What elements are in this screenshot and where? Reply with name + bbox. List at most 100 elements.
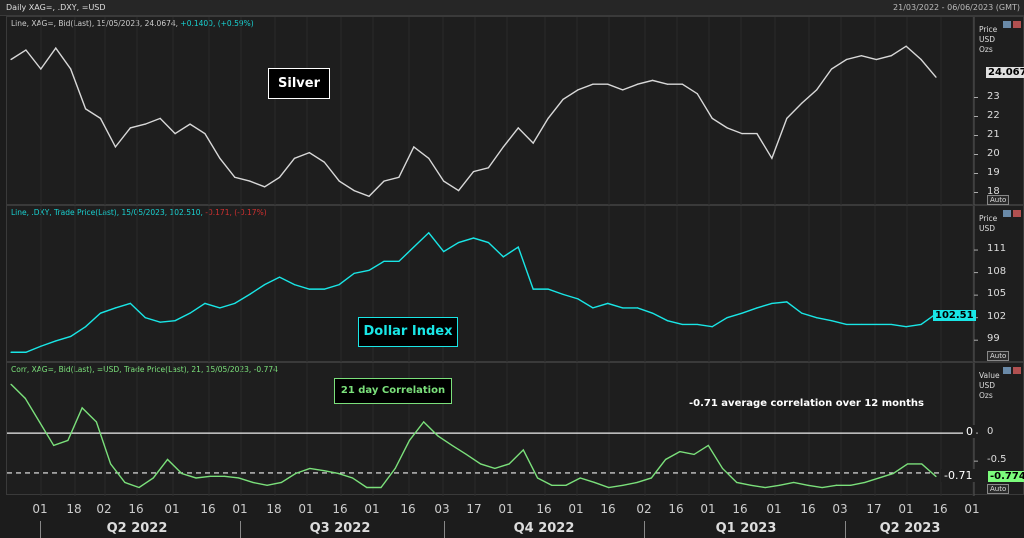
data-point	[353, 190, 355, 192]
quarter-separator	[40, 521, 41, 538]
auto-scale-button[interactable]: Auto	[987, 351, 1010, 361]
data-point	[129, 127, 131, 129]
quarter-separator	[845, 521, 846, 538]
correlation-pane: Corr, XAG=, Bid(Last), =USD, Trade Price…	[6, 362, 1024, 496]
zero-line-label: 0	[963, 425, 976, 438]
data-point	[547, 288, 549, 290]
data-point	[129, 302, 131, 304]
x-tick-label: 03	[832, 502, 848, 516]
data-point	[10, 383, 12, 385]
data-point	[764, 486, 766, 489]
data-point	[711, 117, 713, 119]
data-point	[152, 477, 154, 479]
data-point	[487, 167, 490, 169]
data-point	[906, 463, 909, 465]
data-point	[95, 421, 97, 423]
data-point	[25, 49, 27, 51]
close-icon[interactable]	[1013, 21, 1021, 28]
silver-pane: Line, XAG=, Bid(Last), 15/05/2023, 24.06…	[6, 16, 1024, 206]
minimize-icon[interactable]	[1003, 210, 1011, 217]
x-tick-label: 16	[600, 502, 616, 516]
auto-scale-button[interactable]: Auto	[987, 195, 1010, 205]
data-point	[622, 89, 624, 91]
minimize-icon[interactable]	[1003, 367, 1011, 374]
data-point	[707, 444, 709, 447]
correlation-chart	[7, 363, 978, 496]
data-point	[398, 176, 400, 178]
x-tick-label: 01	[964, 502, 980, 516]
close-icon[interactable]	[1013, 210, 1021, 217]
quarter-separator	[444, 521, 445, 538]
data-point	[40, 68, 42, 70]
data-point	[816, 89, 818, 91]
data-point	[532, 288, 534, 290]
data-point	[308, 288, 310, 290]
data-point	[878, 477, 880, 479]
data-point	[577, 89, 579, 91]
data-point	[293, 284, 296, 286]
data-point	[850, 484, 852, 486]
x-tick-label: 01	[364, 502, 380, 516]
corr-legend: Corr, XAG=, Bid(Last), =USD, Trade Price…	[11, 365, 278, 374]
data-point	[413, 246, 415, 248]
data-point	[413, 146, 415, 148]
data-point	[293, 157, 296, 159]
date-range: 21/03/2022 - 06/06/2023 (GMT)	[893, 3, 1020, 12]
data-point	[278, 276, 281, 278]
data-point	[608, 486, 610, 489]
data-point	[174, 133, 176, 135]
data-point	[651, 312, 654, 314]
data-point	[756, 307, 758, 309]
data-point	[195, 477, 197, 479]
y-tick-label: 20	[987, 147, 1000, 159]
data-point	[398, 260, 400, 262]
dxy-legend: Line, .DXY, Trade Price(Last), 15/05/202…	[11, 208, 267, 217]
dxy-last-value: 102.51	[933, 310, 976, 321]
data-point	[508, 463, 510, 465]
silver-annotation: Silver	[268, 68, 330, 99]
data-point	[547, 117, 549, 119]
x-tick-label: 16	[536, 502, 552, 516]
data-point	[517, 246, 519, 248]
axis-unit: Price	[979, 214, 998, 223]
data-point	[234, 176, 236, 178]
dxy-chart	[10, 206, 978, 363]
data-point	[465, 453, 467, 456]
data-point	[830, 68, 833, 70]
legend-text: Corr, XAG=, Bid(Last), =USD, Trade Price…	[11, 365, 278, 374]
x-tick-label: 01	[232, 502, 248, 516]
data-point	[650, 477, 652, 479]
data-point	[935, 76, 937, 78]
minimize-icon[interactable]	[1003, 21, 1011, 28]
data-point	[807, 484, 809, 486]
quarter-label: Q3 2022	[309, 521, 371, 536]
data-point	[144, 123, 146, 125]
x-tick-label: 16	[400, 502, 416, 516]
data-point	[741, 133, 743, 135]
data-point	[383, 260, 385, 262]
data-point	[636, 481, 638, 484]
data-point	[816, 317, 818, 319]
y-tick-label: 111	[987, 243, 1007, 255]
data-point	[380, 486, 382, 489]
data-point	[637, 307, 639, 309]
data-point	[368, 269, 370, 271]
axis-unit: Ozs	[979, 391, 993, 400]
avg-correlation-note: -0.71 average correlation over 12 months	[689, 398, 924, 409]
auto-scale-button[interactable]: Auto	[987, 484, 1010, 494]
data-point	[174, 320, 176, 322]
close-icon[interactable]	[1013, 367, 1021, 374]
axis-unit: USD	[979, 381, 996, 390]
axis-unit: USD	[979, 35, 996, 44]
data-point	[457, 241, 460, 244]
data-point	[67, 439, 69, 441]
y-tick-label: 108	[987, 265, 1007, 277]
data-point	[845, 323, 848, 326]
legend-text: Line, XAG=, Bid(Last), 15/05/2023, 24.06…	[11, 19, 179, 28]
x-tick-label: 17	[866, 502, 882, 516]
data-point	[562, 293, 564, 295]
x-tick-label: 16	[200, 502, 216, 516]
data-point	[487, 241, 490, 244]
data-point	[223, 475, 226, 477]
data-point	[592, 307, 594, 309]
